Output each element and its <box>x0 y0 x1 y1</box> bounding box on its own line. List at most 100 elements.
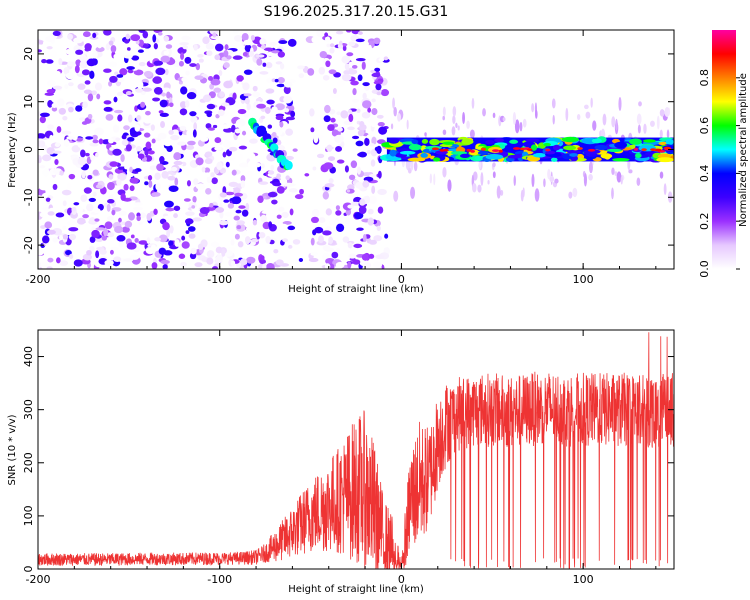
heatmap-cell <box>282 238 288 242</box>
heatmap-cell <box>126 173 134 178</box>
heatmap-cell <box>335 146 343 152</box>
heatmap-cell <box>108 138 114 144</box>
colorbar-tick-label: 0.2 <box>698 212 711 230</box>
heatmap-cell <box>88 197 97 202</box>
heatmap-cell <box>275 115 284 121</box>
heatmap-cell <box>179 108 188 116</box>
heatmap-cell <box>241 209 249 217</box>
heatmap-cell <box>180 261 187 267</box>
heatmap-cell <box>223 127 233 133</box>
heatmap-cell <box>350 160 358 169</box>
heatmap-cell <box>552 114 555 125</box>
heatmap-cell <box>178 149 185 154</box>
heatmap-cell <box>214 147 222 151</box>
heatmap-cell <box>390 123 394 130</box>
heatmap-cell <box>411 139 419 145</box>
heatmap-cell <box>261 210 269 214</box>
heatmap-cell <box>477 184 482 193</box>
heatmap-cell <box>577 147 583 150</box>
heatmap-cell <box>117 166 124 170</box>
heatmap-cell <box>193 44 198 51</box>
heatmap-cell <box>38 140 46 148</box>
heatmap-cell <box>143 70 153 78</box>
heatmap-cell <box>310 237 315 246</box>
snr-x-axis-label: Height of straight line (km) <box>288 584 424 595</box>
heatmap-cell <box>185 152 194 161</box>
heatmap-cell <box>39 165 46 169</box>
heatmap-cell <box>359 120 365 127</box>
heatmap-cell <box>357 31 363 35</box>
heatmap-cell <box>371 123 376 128</box>
heatmap-cell <box>112 124 120 133</box>
heatmap-cell <box>62 200 67 207</box>
heatmap-cell <box>340 110 349 119</box>
heatmap-cell <box>284 155 294 161</box>
heatmap-cell <box>186 145 195 150</box>
heatmap-cell <box>246 152 256 161</box>
heatmap-cell <box>144 147 149 156</box>
heatmap-cell <box>197 53 204 58</box>
heatmap-cell <box>113 96 118 103</box>
colorbar-ticks: 0.0 0.2 0.4 0.6 0.8 <box>698 69 740 278</box>
heatmap-cell <box>95 46 105 52</box>
heatmap-cell <box>125 33 131 40</box>
heatmap-cell <box>356 108 361 113</box>
heatmap-cell <box>109 147 114 151</box>
heatmap-cell <box>184 218 194 225</box>
heatmap-cell <box>370 69 376 74</box>
heatmap-cell <box>127 114 133 123</box>
heatmap-cell <box>260 115 266 120</box>
heatmap-cell <box>290 110 296 118</box>
heatmap-cell <box>221 102 230 107</box>
heatmap-cell <box>86 203 94 212</box>
heatmap-cell <box>286 252 296 259</box>
heatmap-cell <box>202 36 210 45</box>
heatmap-cell <box>283 95 293 104</box>
heatmap-cell <box>324 32 329 37</box>
heatmap-cell <box>52 237 59 243</box>
heatmap-cell <box>42 193 49 198</box>
heatmap-cell <box>347 242 353 249</box>
heatmap-cell <box>665 138 674 146</box>
heatmap-cell <box>138 62 146 67</box>
heatmap-cell <box>342 236 350 243</box>
heatmap-cell <box>133 206 143 211</box>
heatmap-cell <box>244 236 251 245</box>
heatmap-cell <box>659 109 665 117</box>
heatmap-cell <box>276 83 286 88</box>
heatmap-cell <box>512 111 517 125</box>
heatmap-cell <box>198 102 204 109</box>
heatmap-cell <box>126 242 137 250</box>
heatmap-cell <box>204 62 211 68</box>
heatmap-cell <box>552 144 561 151</box>
heatmap-cell <box>380 89 390 97</box>
heatmap-cell <box>55 212 65 218</box>
heatmap-cell <box>131 55 140 61</box>
heatmap-cell <box>92 191 97 197</box>
heatmap-cell <box>266 99 275 105</box>
heatmap-cell <box>90 154 96 161</box>
heatmap-cell <box>327 124 335 132</box>
heatmap-cell <box>310 216 320 224</box>
heatmap-cell <box>106 232 115 238</box>
heatmap-cell <box>629 138 642 145</box>
heatmap-cell <box>240 175 246 182</box>
heatmap-cell <box>52 30 61 36</box>
heatmap-cell <box>369 143 375 147</box>
heatmap-cell <box>358 205 367 215</box>
heatmap-cell <box>362 92 367 100</box>
heatmap-cell <box>214 43 224 52</box>
heatmap-cell <box>59 235 64 240</box>
heatmap-cell <box>87 175 93 180</box>
heatmap-cell <box>279 121 284 128</box>
heatmap-cell <box>324 183 335 188</box>
heatmap-cell <box>108 61 118 67</box>
heatmap-cell <box>92 32 97 38</box>
heatmap-cell <box>186 92 197 100</box>
heatmap-cell <box>240 180 246 189</box>
heatmap-cell <box>173 228 179 236</box>
heatmap-cell <box>195 63 201 71</box>
heatmap-cell <box>270 164 275 171</box>
heatmap-cell <box>259 38 267 45</box>
heatmap-cell <box>366 149 371 155</box>
